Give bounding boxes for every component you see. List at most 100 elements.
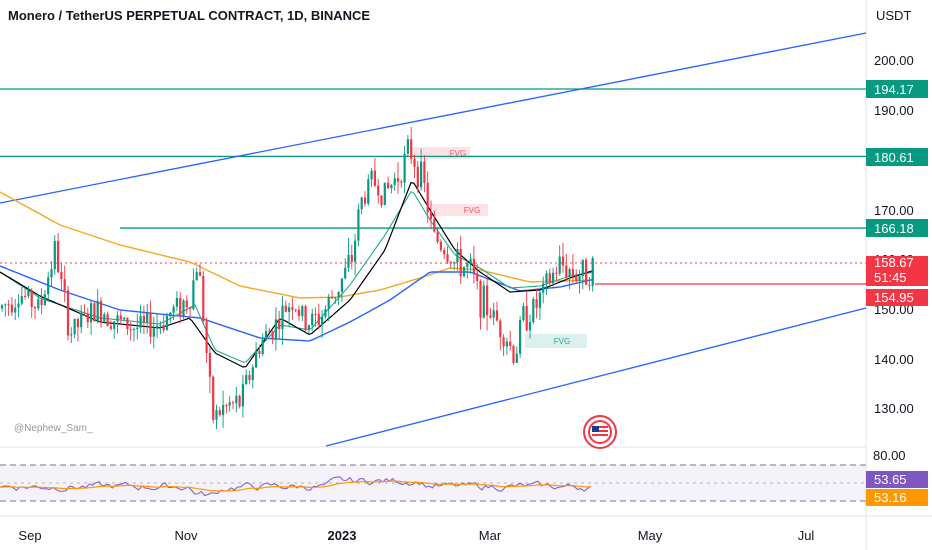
candle-body [218, 410, 221, 416]
candle-body [334, 297, 337, 299]
candle-body [261, 339, 264, 355]
candle-body [90, 303, 93, 323]
candle-body [268, 331, 271, 333]
candle-body [231, 402, 235, 404]
fvg-zone [525, 334, 587, 348]
candle-body [294, 309, 297, 311]
price-tick: 190.00 [874, 103, 914, 118]
candle-body [575, 275, 578, 281]
candle-body [43, 294, 46, 305]
candle-body [60, 272, 63, 280]
candle-body [423, 161, 426, 183]
candle-body [182, 300, 185, 317]
candle-body [387, 182, 390, 189]
candle-body [555, 272, 558, 274]
upper-trendline [0, 32, 867, 204]
candle-body [228, 402, 231, 406]
candle-body [449, 261, 452, 264]
chart-title: Monero / TetherUS PERPETUAL CONTRACT, 1D… [8, 8, 371, 23]
candle-body [99, 300, 103, 322]
fvg-label: FVG [554, 337, 570, 346]
candle-body [281, 305, 284, 330]
rsi-value-tag: 53.65 [874, 472, 907, 487]
candle-body [532, 299, 535, 322]
candle-body [17, 303, 20, 308]
candle-body [80, 312, 83, 328]
candle-body [552, 272, 555, 284]
candle-body [202, 275, 205, 322]
candle-body [439, 241, 442, 251]
candle-body [271, 331, 274, 340]
fvg-zone [430, 204, 488, 216]
candle-body [297, 309, 301, 317]
candle-body [235, 395, 238, 404]
candle-body [565, 265, 568, 277]
candle-body [505, 341, 508, 347]
candle-body [548, 273, 551, 284]
candle-body [426, 182, 429, 213]
candle-body [251, 367, 254, 381]
candle-body [195, 272, 198, 281]
candle-body [360, 197, 363, 210]
candle-body [0, 305, 4, 309]
candle-body [10, 304, 13, 313]
candle-body [433, 219, 436, 232]
candle-body [83, 312, 86, 314]
author-watermark: @Nephew_Sam_ [14, 423, 93, 434]
ema-fast-line [0, 181, 595, 368]
candle-body [14, 307, 17, 313]
candle-body [24, 295, 27, 297]
candle-body [274, 319, 277, 340]
time-axis: Sep Nov 2023 Mar May Jul [18, 528, 814, 543]
candle-body [588, 284, 591, 286]
candle-body [420, 161, 423, 188]
level-price-tag: 194.17 [874, 82, 914, 97]
current-price-tag-bg [866, 271, 928, 286]
candle-body [324, 309, 327, 317]
level-price-tag-bg [866, 219, 928, 237]
candle-body [73, 318, 76, 335]
fvg-zones: FVG FVG FVG [410, 147, 587, 348]
candle-body [4, 304, 7, 306]
candle-body [288, 307, 291, 312]
candle-body [301, 306, 304, 317]
candle-body [571, 268, 574, 276]
candle-body [515, 353, 518, 363]
candle-body [96, 300, 99, 322]
candle-body [185, 300, 188, 308]
candle-body [469, 258, 472, 264]
candle-body [380, 195, 383, 206]
candle-body [429, 212, 433, 220]
candle-body [406, 139, 409, 154]
candle-body [146, 312, 149, 322]
candle-body [179, 298, 182, 317]
ma-200-line [0, 191, 595, 299]
candle-body [522, 306, 525, 320]
candle-body [350, 254, 353, 262]
candle-body [363, 197, 367, 204]
candle-body [486, 285, 489, 316]
current-price-tag-bg [866, 289, 928, 306]
candle-body [63, 279, 66, 291]
candle-body [47, 277, 50, 295]
fvg-label: FVG [450, 149, 466, 158]
candle-body [129, 329, 132, 331]
price-tick: 140.00 [874, 352, 914, 367]
ema-mid-line [0, 190, 595, 363]
time-tick: May [638, 528, 663, 543]
ma-100-line [0, 265, 595, 342]
time-tick: Nov [174, 528, 198, 543]
rsi-lines [0, 476, 592, 497]
price-tick: 200.00 [874, 53, 914, 68]
candle-body [189, 307, 192, 309]
candle-body [416, 166, 419, 188]
candle-body [241, 384, 244, 407]
candle-body [410, 139, 413, 159]
candle-body [578, 276, 581, 281]
lower-trendline [325, 307, 867, 447]
candle-body [116, 315, 119, 322]
candle-body [373, 170, 376, 186]
time-tick: Mar [479, 528, 502, 543]
candle-body [519, 319, 522, 354]
